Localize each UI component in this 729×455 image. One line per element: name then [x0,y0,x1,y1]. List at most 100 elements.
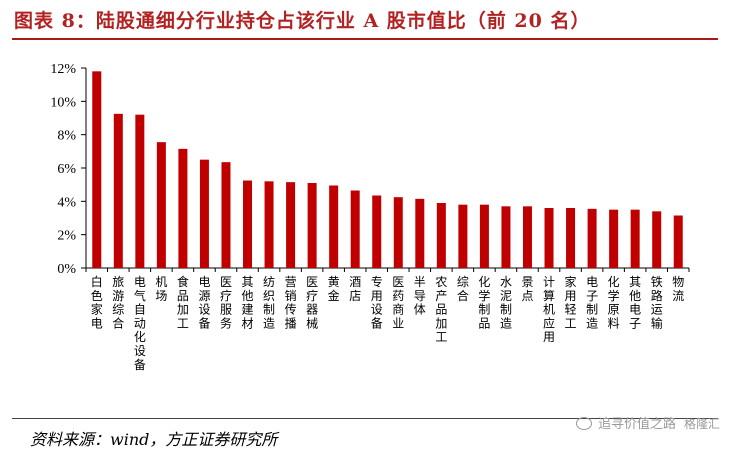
x-tick-label: 医 [220,275,232,289]
y-tick-label: 2% [57,229,76,244]
x-tick-label: 家 [91,302,103,317]
x-tick-label: 酒 [349,275,361,289]
x-tick-label: 材 [242,316,254,330]
x-tick-label: 他 [629,289,641,303]
bar [286,182,296,268]
x-tick-label: 疗 [220,289,232,303]
x-tick-label: 业 [392,316,404,330]
x-tick-label: 源 [198,289,210,303]
bar [479,204,489,268]
x-tick-label: 旅 [112,275,124,289]
bar [544,208,554,268]
x-tick-label: 械 [306,315,318,330]
x-tick-label: 传 [285,302,297,317]
x-tick-label: 化 [478,275,490,289]
x-tick-label: 专 [371,274,383,289]
x-tick-label: 加 [435,316,447,330]
bar [587,208,597,268]
chart-axes [81,67,690,272]
x-tick-label: 制 [478,303,490,317]
x-tick-label: 化 [608,275,620,289]
x-tick-label: 化 [134,330,146,344]
x-tick-label: 金 [328,288,340,303]
x-tick-label: 家 [565,274,577,289]
x-tick-label: 其 [629,275,641,289]
x-tick-label: 织 [263,289,275,303]
x-tick-label: 工 [435,330,447,344]
bar [501,206,511,268]
x-tick-label: 产 [435,289,447,303]
x-tick-label: 播 [285,316,297,330]
x-tick-label: 品 [478,316,490,330]
x-tick-label: 商 [392,302,404,317]
x-tick-label: 备 [198,316,210,330]
watermark-label: 追寻价值之路 [598,417,677,432]
x-tick-label: 综 [112,303,124,317]
x-tick-label: 料 [608,316,620,330]
x-tick-label: 工 [177,316,189,330]
x-tick-label: 设 [198,303,210,317]
x-tick-label: 应 [543,315,555,330]
x-tick-label: 店 [349,289,361,303]
wechat-icon [576,417,592,430]
x-tick-label: 销 [285,289,297,303]
x-tick-label: 色 [91,289,103,303]
bar [436,203,446,268]
bar [393,197,403,268]
x-tick-label: 原 [608,303,620,317]
x-tick-label: 气 [134,288,146,303]
x-tick-label: 电 [134,275,146,289]
x-tick-label: 学 [608,288,620,303]
x-tick-label: 务 [220,315,232,330]
bar [566,208,576,268]
x-tick-label: 流 [672,289,684,303]
x-tick-label: 电 [586,275,598,289]
bottom-divider [12,418,718,419]
bar [307,183,317,268]
bar-chart: 0%2%4%6%8%10%12%白色家电旅游综合电气自动化设备机场食品加工电源设… [50,62,690,372]
y-tick-label: 0% [57,262,76,277]
x-tick-label: 电 [91,316,103,330]
bar [178,148,188,268]
x-tick-label: 器 [306,303,318,317]
x-tick-label: 用 [565,289,577,303]
x-tick-label: 制 [500,303,512,317]
bar [673,215,683,268]
title-divider [12,38,718,40]
x-tick-label: 其 [242,275,254,289]
chart-bars [92,71,683,269]
bar [372,195,382,268]
x-tick-label: 动 [134,316,146,330]
x-tick-label: 电 [629,303,641,317]
x-tick-label: 场 [155,289,167,303]
x-tick-label: 运 [651,303,663,317]
x-tick-label: 导 [414,289,426,303]
x-tick-label: 路 [651,288,663,303]
x-tick-label: 品 [435,303,447,317]
x-tick-label: 制 [586,303,598,317]
bar [522,206,532,268]
x-tick-label: 自 [134,303,146,317]
x-tick-label: 加 [177,303,189,317]
x-tick-label: 半 [414,275,426,289]
bar [630,209,640,268]
x-tick-label: 物 [672,275,684,289]
bar [156,142,166,268]
x-tick-label: 工 [565,316,577,330]
x-tick-label: 泥 [500,289,512,303]
y-tick-label: 10% [50,95,76,110]
x-tick-label: 合 [112,315,124,330]
x-tick-label: 制 [263,303,275,317]
x-tick-label: 计 [543,275,555,289]
bar [415,198,425,268]
bar [199,159,209,268]
x-tick-label: 农 [435,275,447,289]
bar [135,114,145,269]
x-tick-label: 纺 [263,275,275,289]
bar [221,162,231,268]
x-tick-label: 医 [392,275,404,289]
watermark: 追寻价值之路 格隆汇 [576,413,720,432]
x-tick-label: 算 [543,288,555,303]
x-tick-label: 疗 [306,289,318,303]
x-tick-label: 他 [242,289,254,303]
